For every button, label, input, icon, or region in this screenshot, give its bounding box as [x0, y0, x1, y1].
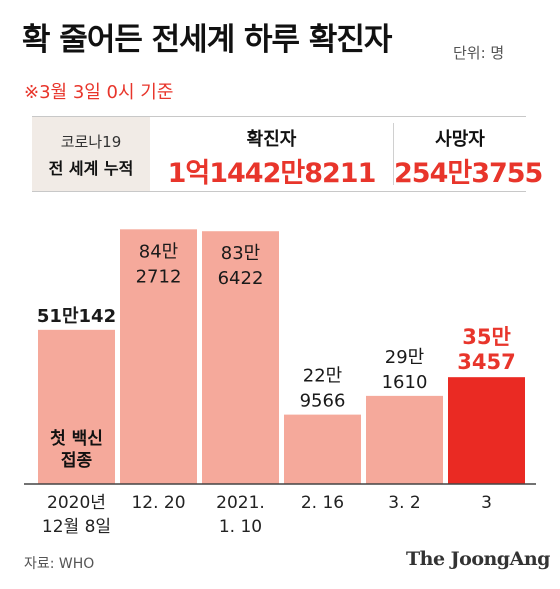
- bar-2: [202, 231, 279, 484]
- confirmed-cell: 확진자 1억1442만8211: [150, 117, 393, 191]
- category-label-0-1: 12월 8일: [42, 517, 111, 537]
- value-label-3-1: 9566: [300, 391, 346, 412]
- stats-divider: [393, 123, 394, 185]
- value-label-0-0: 51만142: [37, 306, 116, 327]
- value-label-3-0: 22만: [303, 366, 342, 387]
- category-label-2-1: 1. 10: [219, 517, 262, 537]
- value-label-4-1: 1610: [382, 372, 428, 393]
- publisher-logo: The JoongAng: [406, 548, 550, 570]
- cumulative-label-line2: 전 세계 누적: [48, 159, 134, 178]
- deaths-cell: 사망자 254만3755: [394, 117, 543, 191]
- category-label-5-0: 3: [481, 493, 492, 513]
- basis-note: ※3월 3일 0시 기준: [24, 82, 174, 103]
- cumulative-label-cell: 코로나19 전 세계 누적: [32, 117, 150, 191]
- cumulative-label-line1: 코로나19: [60, 133, 122, 151]
- value-label-2-1: 6422: [218, 268, 264, 289]
- category-label-1-0: 12. 20: [131, 493, 185, 513]
- source-note: 자료: WHO: [24, 556, 95, 572]
- unit-note: 단위: 명: [453, 44, 505, 62]
- deaths-label: 사망자: [435, 129, 485, 150]
- value-label-5-0: 35만: [462, 325, 511, 349]
- confirmed-value: 1억1442만8211: [167, 158, 377, 189]
- category-label-4-0: 3. 2: [388, 493, 420, 513]
- category-label-3-0: 2. 16: [301, 493, 344, 513]
- cumulative-stats-panel: 코로나19 전 세계 누적 확진자 1억1442만8211 사망자 254만37…: [32, 116, 543, 192]
- value-label-2-0: 83만: [221, 243, 260, 264]
- category-label-2-0: 2021.: [216, 493, 265, 513]
- annotation-0-0: 첫 백신: [50, 428, 103, 449]
- bar-1: [120, 229, 197, 484]
- value-label-5-1: 3457: [457, 350, 515, 374]
- deaths-value: 254만3755: [394, 158, 543, 189]
- bar-3: [284, 414, 361, 484]
- category-label-0-0: 2020년: [47, 493, 106, 513]
- bar-4: [366, 395, 443, 484]
- bar-5: [448, 377, 525, 484]
- value-label-4-0: 29만: [385, 347, 424, 368]
- bar-0: [38, 329, 115, 484]
- annotation-0-1: 접종: [61, 451, 93, 471]
- value-label-1-0: 84만: [139, 241, 178, 262]
- chart-title: 확 줄어든 전세계 하루 확진자: [22, 22, 392, 58]
- value-label-1-1: 2712: [136, 266, 182, 287]
- confirmed-label: 확진자: [246, 129, 297, 150]
